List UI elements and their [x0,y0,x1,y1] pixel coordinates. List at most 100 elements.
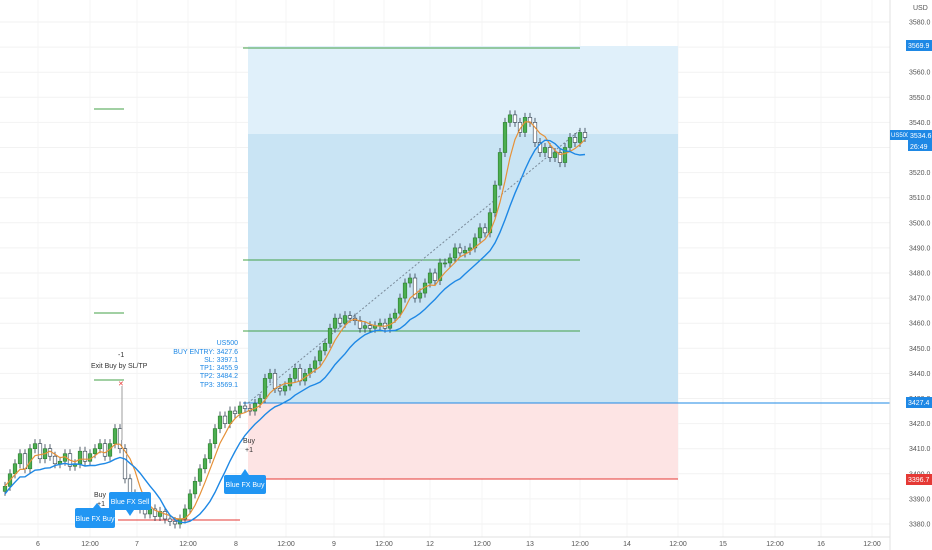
candle-body-96 [482,227,488,234]
candle-body-17 [87,453,93,462]
time-tick-8: 12 [426,541,434,548]
candle-body-40 [202,458,208,470]
candle-body-69 [347,315,353,319]
time-tick-3: 12:00 [179,541,197,548]
price-tick-9: 3490.0 [909,245,931,252]
candle-body-32 [162,511,168,520]
candle-body-34 [172,521,178,525]
candle-body-91 [457,247,463,254]
price-tick-17: 3410.0 [909,446,931,453]
candle-body-75 [377,322,383,327]
exit-count: -1 [118,352,124,359]
candle-body-53 [267,373,273,379]
candle-body-82 [412,277,418,299]
tag-sl: 3396.7 [906,474,932,485]
candle-body-25 [127,478,133,495]
candle-body-63 [317,350,323,362]
candle-body-98 [492,184,498,214]
tag-countdown: 26:49 [908,141,932,151]
time-axis[interactable]: 6 12:00 7 12:00 8 12:00 9 12:00 12 12:00 13 12:00 14… [36,541,881,548]
time-tick-4: 8 [234,541,238,548]
candle-body-5 [27,448,33,470]
exit-marker-arrow: ✕ [118,381,124,388]
candle-body-103 [517,122,523,133]
signal-label-buy-2: Blue FX Buy [226,482,265,489]
candle-body-10 [52,455,58,465]
candle-body-86 [432,272,438,281]
trade-info: US500 BUY ENTRY: 3427.6 SL: 3397.1 TP1: … [173,340,238,389]
tag-price: 3534.6 [908,130,932,141]
tag-entry-text: 3427.4 [908,400,930,407]
time-tick-7: 12:00 [375,541,393,548]
buy-label-1: Buy [94,492,107,499]
candle-body-65 [327,327,333,344]
candle-body-83 [417,292,423,299]
price-tick-2: 3560.0 [909,70,931,77]
candle-body-89 [447,257,453,264]
candlestick-series [2,110,588,529]
price-tick-3: 3550.0 [909,95,931,102]
exit-text: Exit Buy by SL/TP [91,363,148,370]
candle-body-114 [572,137,578,143]
profit-zone [248,134,678,403]
price-tick-19: 3390.0 [909,496,931,503]
price-tick-16: 3420.0 [909,421,931,428]
candle-body-85 [427,272,433,284]
candle-body-48 [242,405,248,409]
candle-body-3 [17,453,23,465]
price-tick-11: 3470.0 [909,296,931,303]
candle-body-18 [92,448,98,455]
tag-tp3-text: 3569.9 [908,43,930,50]
candle-body-104 [522,117,528,133]
price-axis[interactable]: 3580.03570.03560.03550.03540.03530.03520… [909,20,931,529]
candle-body-52 [262,378,268,399]
candle-body-66 [332,317,338,329]
signal-blue-fx-buy-2[interactable]: Blue FX Buy [224,469,266,494]
time-tick-13: 12:00 [669,541,687,548]
candle-body-115 [577,132,583,143]
candle-body-55 [277,388,283,392]
time-tick-9: 12:00 [473,541,491,548]
candle-body-22 [112,428,118,444]
candle-body-101 [507,114,513,123]
candle-body-58 [292,368,298,379]
candle-body-43 [217,415,223,429]
candle-body-80 [402,282,408,299]
candle-body-88 [442,262,448,265]
candle-body-95 [477,227,483,239]
time-tick-11: 12:00 [571,541,589,548]
tag-symbol: US500 [890,130,910,140]
candle-body-110 [552,152,558,158]
tag-price-text: 3534.6 [910,133,932,140]
signal-blue-fx-buy-1[interactable]: Blue FX Buy [75,503,115,528]
tag-tp3: 3569.9 [906,40,932,51]
trade-info-line-5: TP3: 3569.1 [200,382,238,389]
profit-zone-upper [248,46,678,134]
price-tick-20: 3380.0 [909,522,931,529]
candle-body-30 [152,508,158,517]
candle-body-107 [537,142,543,153]
buy-count-2: +1 [245,447,253,454]
candle-body-77 [387,317,393,329]
ma-slow-line [4,139,586,524]
candle-body-44 [222,415,228,424]
tag-entry: 3427.4 [906,397,932,408]
candle-body-109 [547,147,553,158]
buy-count-1: +1 [97,501,105,508]
tag-sl-text: 3396.7 [908,477,930,484]
candle-body-37 [187,493,193,510]
candle-body-112 [562,147,568,163]
candle-body-111 [557,152,563,163]
candle-body-24 [122,448,128,480]
trade-info-line-4: TP2: 3484.2 [200,373,238,380]
candle-body-45 [227,410,233,424]
candle-body-100 [502,122,508,153]
trade-info-line-0: US500 [217,340,239,347]
tag-symbol-text: US500 [891,133,910,139]
candle-body-38 [192,481,198,495]
candle-body-7 [37,443,43,460]
signal-blue-fx-sell[interactable]: Blue FX Sell [109,492,151,516]
time-tick-15: 12:00 [766,541,784,548]
trade-info-line-3: TP1: 3455.9 [200,365,238,372]
